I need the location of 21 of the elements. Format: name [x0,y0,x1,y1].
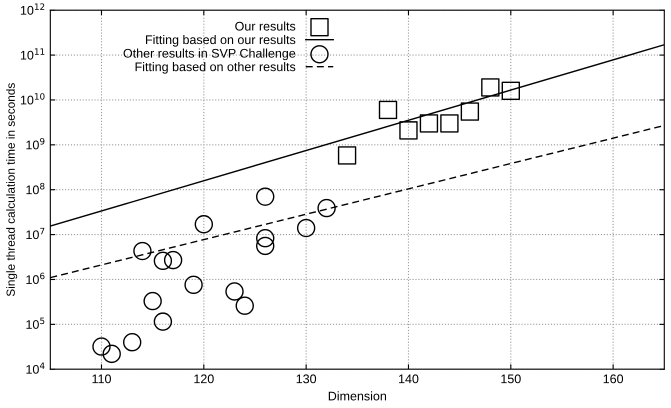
y-tick-label: 10$^{4}$ [26,362,45,374]
x-axis-title: Dimension [328,391,386,400]
legend-label: Our results [235,21,296,31]
legend-label: Other results in SVP Challenge [124,48,296,60]
x-tick-label: 110 [92,374,111,384]
legend-label: Fitting based on our results [146,34,296,47]
y-tick-label: 10$^{11}$ [20,48,44,60]
x-tick-label: 120 [194,374,214,384]
y-axis-title: Single thread calculation time in seconds [6,83,18,296]
y-tick-label: 10$^{6}$ [26,272,45,284]
x-tick-label: 160 [604,374,624,384]
x-tick-label: 130 [296,374,316,384]
y-tick-label: 10$^{12}$ [20,3,44,15]
x-tick-label: 150 [501,374,521,384]
legend-label: Fitting based on other results [136,62,296,74]
y-tick-label: 10$^{9}$ [26,138,44,150]
y-tick-label: 10$^{5}$ [26,318,44,329]
y-tick-label: 10$^{7}$ [26,228,44,240]
x-tick-label: 140 [399,374,418,384]
y-tick-label: 10$^{8}$ [26,182,44,194]
y-tick-label: 10$^{10}$ [20,93,45,105]
